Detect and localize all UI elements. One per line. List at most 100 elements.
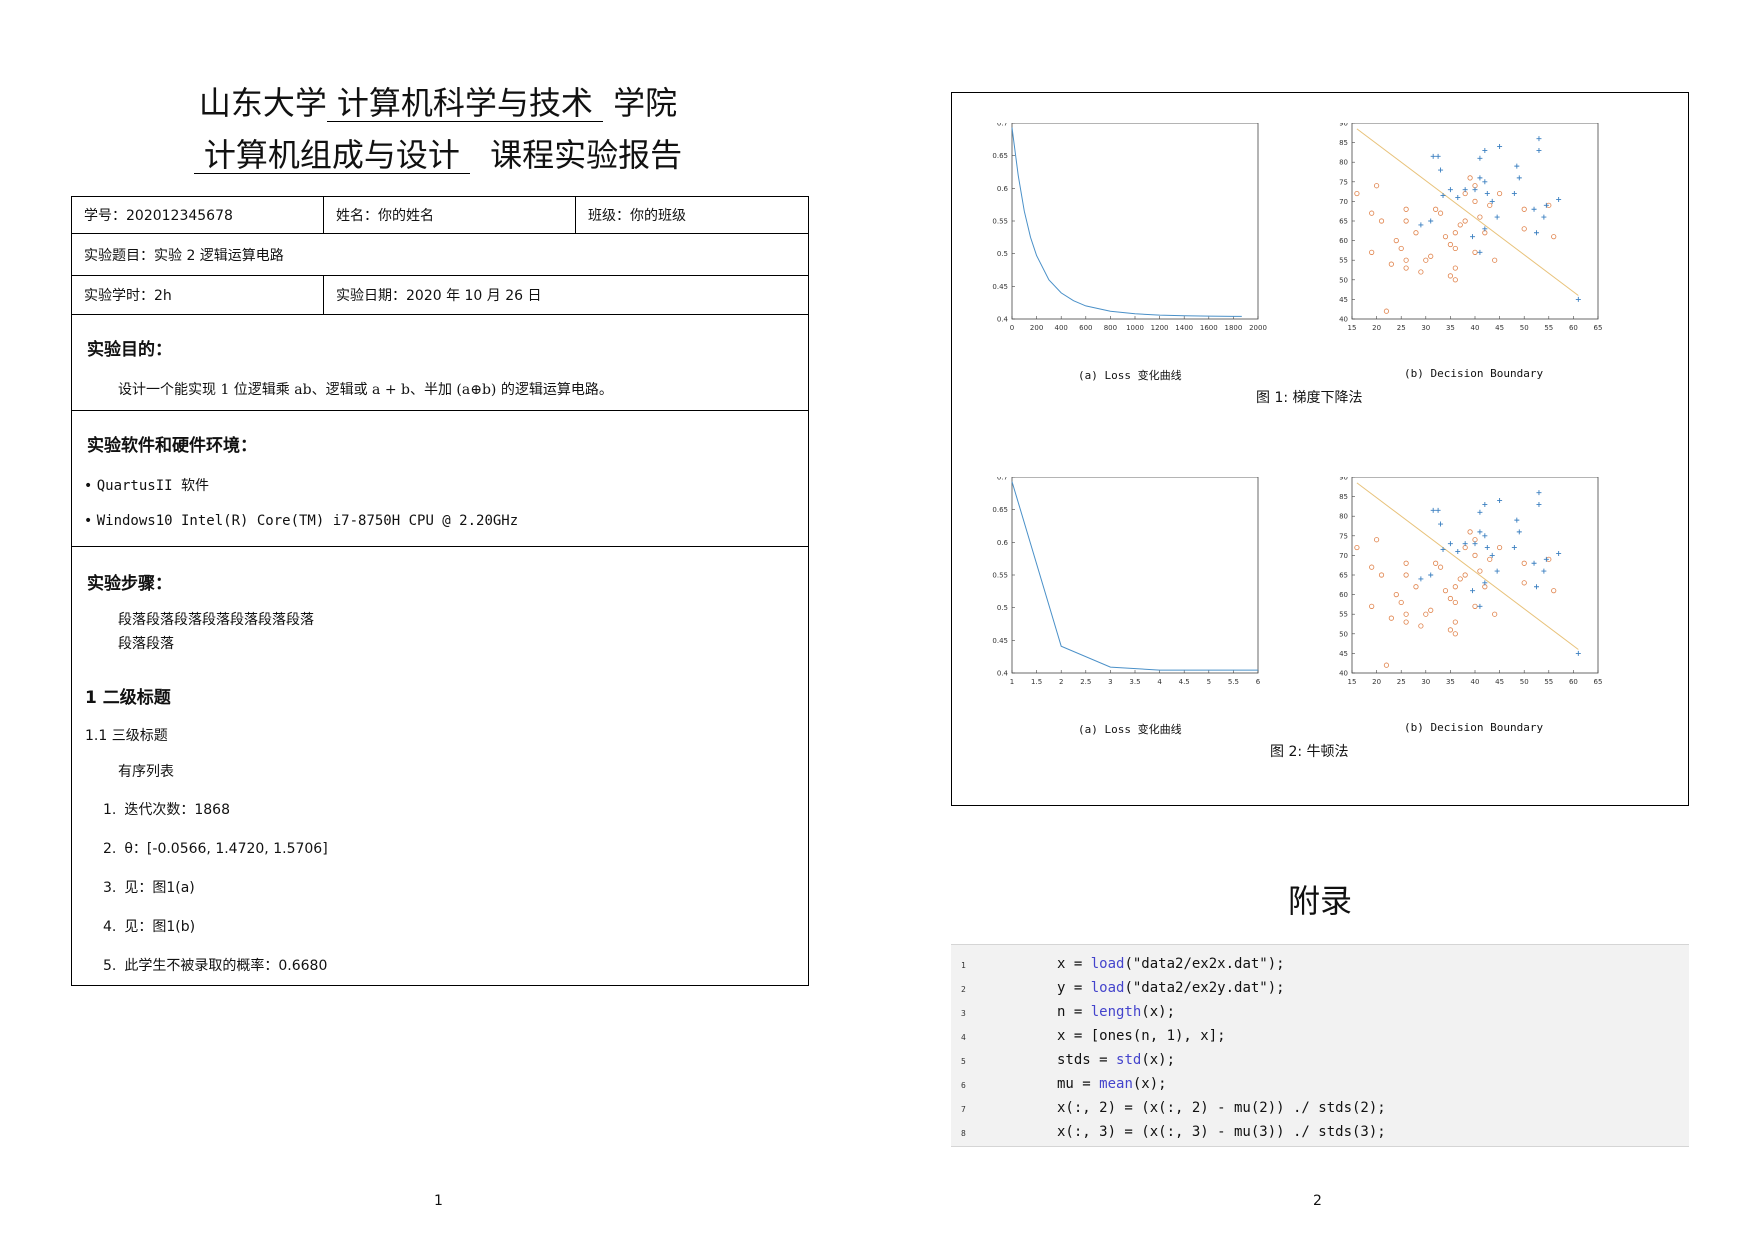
experiment-topic: 实验题目：实验 2 逻辑运算电路 <box>72 234 808 275</box>
student-class: 班级：你的班级 <box>576 197 810 233</box>
x-tick-label: 3.5 <box>1129 678 1140 686</box>
y-tick-label: 0.6 <box>997 185 1009 193</box>
code-text: y = <box>1057 980 1091 996</box>
ordered-list-item-text: θ：[-0.0566, 1.4720, 1.5706] <box>124 841 327 857</box>
code-line: 7x(:, 2) = (x(:, 2) - mu(2)) ./ stds(2); <box>951 1097 1689 1121</box>
x-tick-label: 1000 <box>1126 324 1144 332</box>
x-tick-label: 4 <box>1157 678 1162 686</box>
x-tick-label: 400 <box>1055 324 1068 332</box>
report-title-line-1: 山东大学计算机科学与技术 学院 <box>0 78 876 124</box>
figure-1b-decision-boundary-plot: 1520253035404550556065404550556065707580… <box>1292 123 1622 343</box>
x-tick-label: 1200 <box>1151 324 1169 332</box>
purpose-text: 设计一个能实现 1 位逻辑乘 ab、逻辑或 a + b、半加 (a⊕b) 的逻辑… <box>118 379 613 399</box>
x-tick-label: 30 <box>1421 678 1430 686</box>
y-tick-label: 90 <box>1339 123 1348 128</box>
x-tick-label: 1.5 <box>1031 678 1042 686</box>
y-tick-label: 0.5 <box>997 250 1008 258</box>
y-tick-label: 50 <box>1339 276 1348 284</box>
y-tick-label: 45 <box>1339 296 1348 304</box>
college-suffix: 学院 <box>613 84 677 122</box>
x-tick-label: 1800 <box>1224 324 1242 332</box>
y-tick-label: 70 <box>1339 198 1348 206</box>
ordered-list-item: 4.见：图1(b) <box>103 916 195 936</box>
x-tick-label: 4.5 <box>1179 678 1190 686</box>
code-line-number: 8 <box>961 1129 966 1138</box>
x-tick-label: 60 <box>1569 678 1578 686</box>
ordered-list-item: 1.迭代次数：1868 <box>103 799 230 819</box>
appendix-title: 附录 <box>951 876 1689 922</box>
code-line: 8 x(:, 3) = (x(:, 3) - mu(3)) ./ stds(3); <box>951 1121 1689 1145</box>
figure-2a-loss-plot: 11.522.533.544.555.560.40.450.50.550.60.… <box>952 477 1282 697</box>
x-tick-label: 35 <box>1446 678 1455 686</box>
code-line: 2y = load("data2/ex2y.dat"); <box>951 977 1689 1001</box>
y-tick-label: 50 <box>1339 630 1348 638</box>
figure-2-caption: 图 2: 牛顿法 <box>1270 741 1349 761</box>
y-tick-label: 70 <box>1339 552 1348 560</box>
code-line-number: 7 <box>961 1105 966 1114</box>
x-tick-label: 6 <box>1256 678 1261 686</box>
y-tick-label: 75 <box>1339 178 1348 186</box>
y-tick-label: 0.5 <box>997 604 1008 612</box>
x-tick-label: 15 <box>1348 324 1357 332</box>
ordered-list-item: 3. 见：图1(a) <box>103 877 195 897</box>
student-id: 学号：202012345678 <box>72 197 324 233</box>
y-tick-label: 0.4 <box>997 316 1009 324</box>
y-tick-label: 40 <box>1339 670 1348 678</box>
environment-item-2: • Windows10 Intel(R) Core(TM) i7-8750H C… <box>84 513 518 529</box>
x-tick-label: 65 <box>1594 678 1603 686</box>
code-line-number: 2 <box>961 985 966 994</box>
x-tick-label: 50 <box>1520 324 1529 332</box>
x-tick-label: 2 <box>1059 678 1063 686</box>
report-type: 课程实验报告 <box>490 136 682 174</box>
ordered-list-item-text: 见：图1(b) <box>124 919 195 935</box>
y-tick-label: 0.65 <box>992 152 1008 160</box>
y-tick-label: 75 <box>1339 532 1348 540</box>
y-tick-label: 0.65 <box>992 506 1008 514</box>
code-line: 6mu = mean(x); <box>951 1073 1689 1097</box>
x-tick-label: 30 <box>1421 324 1430 332</box>
ordered-list-item-text: 见：图1(a) <box>124 880 194 896</box>
x-tick-label: 5 <box>1207 678 1211 686</box>
x-tick-label: 1 <box>1010 678 1014 686</box>
code-text: ("data2/ex2x.dat"); <box>1124 956 1284 972</box>
y-tick-label: 45 <box>1339 650 1348 658</box>
x-tick-label: 35 <box>1446 324 1455 332</box>
code-line: 4x = [ones(n, 1), x]; <box>951 1025 1689 1049</box>
code-text: (x); <box>1141 1004 1175 1020</box>
code-line-text: n = length(x); <box>1057 1004 1175 1020</box>
x-tick-label: 40 <box>1471 324 1480 332</box>
y-tick-label: 65 <box>1339 572 1348 580</box>
code-keyword: length <box>1091 1004 1142 1020</box>
y-tick-label: 85 <box>1339 139 1348 147</box>
x-tick-label: 3 <box>1108 678 1112 686</box>
ordered-list-item-number: 3. <box>103 880 116 896</box>
x-tick-label: 55 <box>1544 678 1553 686</box>
section-heading-level-2: 1 二级标题 <box>85 683 171 708</box>
figure-1b-caption: (b) Decision Boundary <box>1404 367 1543 380</box>
figures-frame: 02004006008001000120014001600180020000.4… <box>951 92 1689 806</box>
code-line-number: 3 <box>961 1009 966 1018</box>
environment-item-1: • QuartusII 软件 <box>84 475 209 495</box>
page-number-2: 2 <box>1313 1193 1322 1209</box>
x-tick-label: 0 <box>1010 324 1014 332</box>
y-tick-label: 55 <box>1339 611 1348 619</box>
code-text: (x); <box>1133 1076 1167 1092</box>
ordered-list-item-text: 迭代次数：1868 <box>124 802 230 818</box>
code-line-text: mu = mean(x); <box>1057 1076 1167 1092</box>
figure-1a-loss-plot: 02004006008001000120014001600180020000.4… <box>952 123 1282 343</box>
university-name: 山东大学 <box>199 84 327 122</box>
code-text: x = <box>1057 956 1091 972</box>
y-tick-label: 40 <box>1339 316 1348 324</box>
report-title-line-2: 计算机组成与设计 课程实验报告 <box>0 130 876 176</box>
code-text: x = [ones(n, 1), x]; <box>1057 1028 1226 1044</box>
y-tick-label: 55 <box>1339 257 1348 265</box>
x-tick-label: 50 <box>1520 678 1529 686</box>
x-tick-label: 2000 <box>1249 324 1267 332</box>
code-text: x(:, 3) = (x(:, 3) - mu(3)) ./ stds(3); <box>1057 1124 1386 1140</box>
plot-axes-box <box>1012 123 1258 319</box>
steps-title: 实验步骤： <box>87 569 172 594</box>
x-tick-label: 40 <box>1471 678 1480 686</box>
code-keyword: load <box>1091 980 1125 996</box>
code-line-number: 1 <box>961 961 966 970</box>
y-tick-label: 60 <box>1339 237 1348 245</box>
